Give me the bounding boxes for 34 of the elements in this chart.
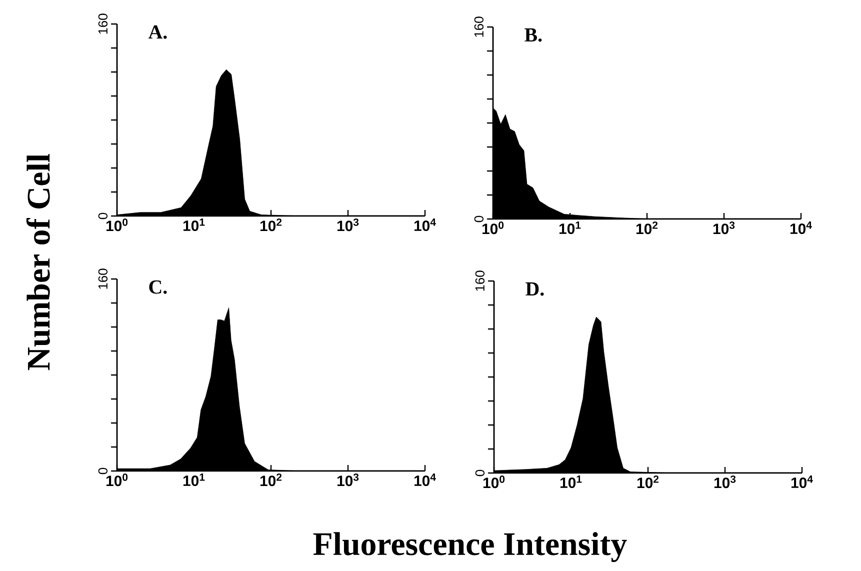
x-tick-label: 10$^{3}$ — [337, 474, 359, 486]
x-tick-label: 10$^{3}$ — [337, 218, 359, 232]
y-tick-label: 160 — [474, 16, 484, 37]
x-tick-label: 10$^{1}$ — [560, 476, 582, 488]
x-tick-label: 10$^{3}$ — [714, 476, 736, 488]
x-tick-label: 10$^{2}$ — [260, 218, 282, 232]
x-tick-label: 10$^{0}$ — [106, 218, 128, 232]
y-tick-label: 0 — [98, 468, 108, 474]
y-tick-label: 160 — [98, 14, 108, 34]
x-tick-label: 10$^{2}$ — [636, 222, 658, 234]
y-tick-label: 160 — [475, 270, 485, 291]
x-tick-label: 10$^{4}$ — [414, 474, 436, 486]
x-tick-label: 10$^{4}$ — [414, 218, 436, 232]
x-tick-label: 10$^{1}$ — [559, 222, 581, 234]
x-tick-label: 10$^{1}$ — [183, 218, 205, 232]
x-tick-label: 10$^{0}$ — [106, 474, 128, 486]
y-tick-label: 0 — [474, 216, 484, 222]
x-tick-label: 10$^{4}$ — [791, 476, 813, 488]
x-tick-label: 10$^{2}$ — [637, 476, 659, 488]
chart-title: C. — [149, 280, 167, 294]
y-axis-title: Number of Cell — [26, 154, 50, 370]
x-tick-label: 10$^{3}$ — [713, 222, 735, 234]
x-tick-label: 10$^{2}$ — [260, 474, 282, 486]
x-tick-label: 10$^{0}$ — [483, 476, 505, 488]
y-tick-label: 0 — [98, 212, 108, 220]
x-tick-label: 10$^{1}$ — [183, 474, 205, 486]
y-tick-label: 160 — [98, 268, 108, 289]
x-tick-label: 10$^{4}$ — [790, 222, 812, 234]
chart-title: B. — [524, 28, 542, 42]
chart-title: D. — [526, 282, 544, 296]
y-tick-label: 0 — [475, 470, 485, 476]
chart-title: A. — [148, 25, 167, 39]
x-axis-title: Fluorescence Intensity — [313, 532, 627, 562]
x-tick-label: 10$^{0}$ — [482, 222, 504, 234]
